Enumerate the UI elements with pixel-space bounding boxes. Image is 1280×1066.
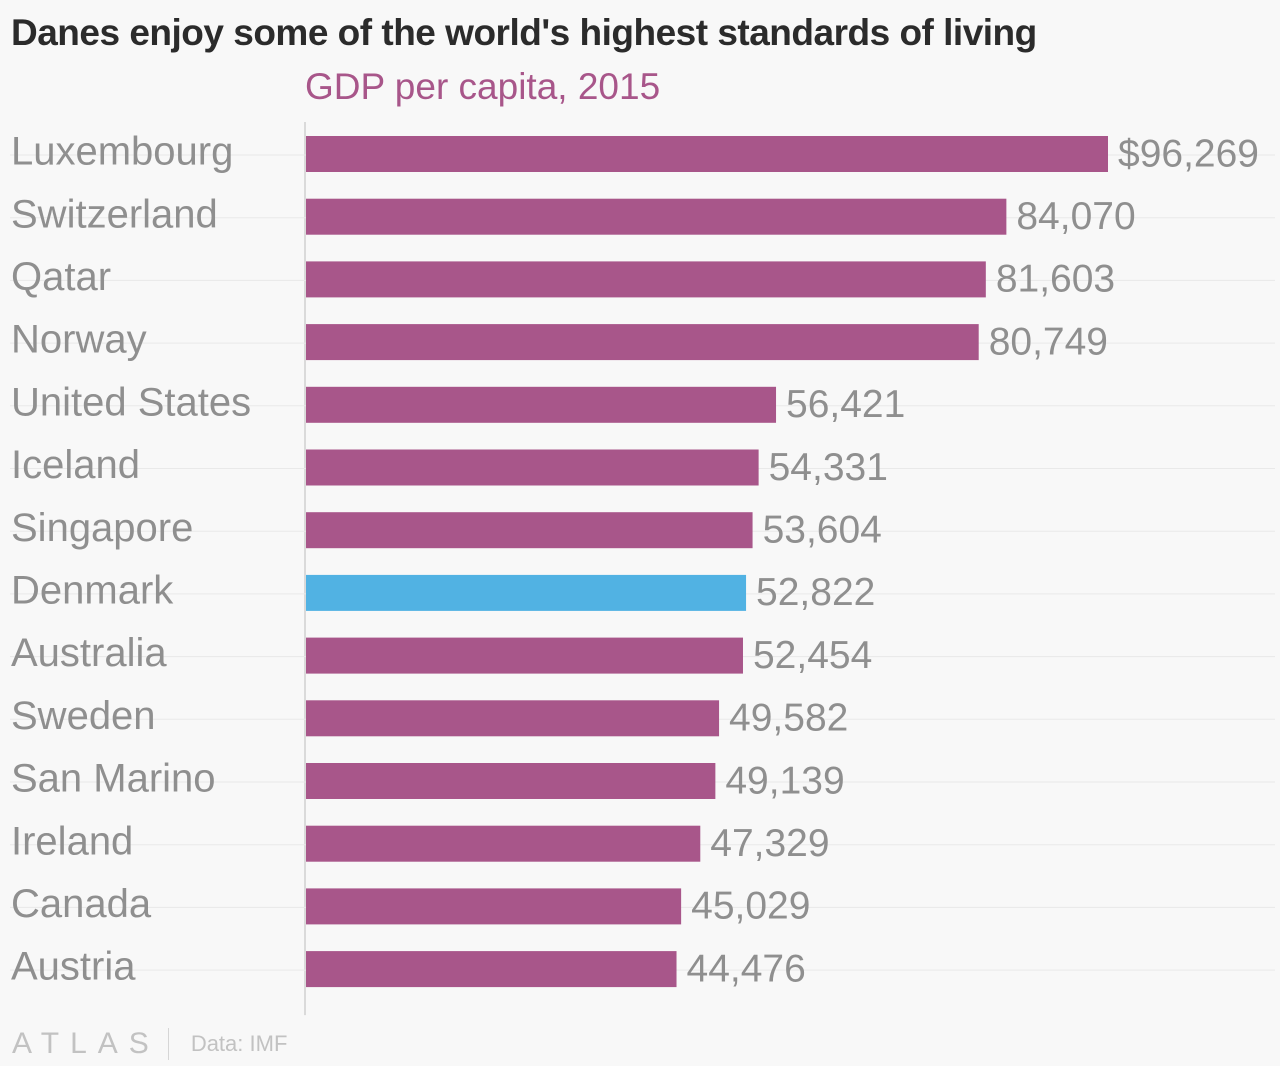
- category-label: Norway: [11, 318, 147, 362]
- bar-norway: [306, 324, 979, 361]
- bar-switzerland: [306, 198, 1007, 235]
- category-label: Switzerland: [11, 192, 218, 236]
- bar-austria: [306, 951, 677, 988]
- category-label: Singapore: [11, 506, 193, 550]
- value-label: 49,139: [725, 759, 844, 802]
- bar-australia: [306, 637, 743, 674]
- value-label: $96,269: [1118, 132, 1259, 175]
- value-label: 44,476: [687, 947, 806, 990]
- bar-san-marino: [306, 763, 716, 799]
- value-label: 52,822: [756, 571, 875, 614]
- bar-denmark: [306, 574, 747, 611]
- value-label: 80,749: [989, 320, 1108, 363]
- chart-subtitle: GDP per capita, 2015: [305, 66, 661, 107]
- category-label: Austria: [11, 945, 136, 989]
- source-note: Data: IMF: [190, 1031, 288, 1056]
- category-label: Canada: [11, 882, 152, 926]
- bar-singapore: [306, 512, 753, 549]
- footer: ATLAS Data: IMF: [12, 1026, 287, 1062]
- bar-united-states: [306, 386, 777, 423]
- value-label: 52,454: [753, 634, 872, 677]
- category-label: Ireland: [11, 819, 133, 863]
- category-label: San Marino: [11, 757, 216, 801]
- bar-luxembourg: [306, 136, 1108, 172]
- value-label: 84,070: [1016, 195, 1135, 238]
- category-label: Luxembourg: [11, 130, 233, 174]
- category-label: Iceland: [11, 443, 140, 487]
- value-label: 54,331: [769, 446, 888, 489]
- atlas-logo: ATLAS: [12, 1027, 160, 1060]
- footer-divider: [167, 1028, 169, 1060]
- bar-iceland: [306, 449, 759, 486]
- bar-sweden: [306, 700, 720, 737]
- value-label: 53,604: [763, 508, 882, 551]
- chart-title: Danes enjoy some of the world's highest …: [11, 12, 1037, 53]
- value-label: 56,421: [786, 383, 905, 426]
- category-label: Qatar: [11, 255, 111, 299]
- value-label: 81,603: [996, 258, 1115, 301]
- category-label: Sweden: [11, 694, 156, 738]
- category-label: Australia: [11, 631, 167, 675]
- value-label: 47,329: [710, 822, 829, 865]
- value-label: 45,029: [691, 885, 810, 928]
- category-label: United States: [11, 380, 251, 424]
- bar-canada: [306, 888, 682, 925]
- bar-ireland: [306, 825, 701, 862]
- category-label: Denmark: [11, 568, 174, 612]
- value-label: 49,582: [729, 697, 848, 740]
- bar-qatar: [306, 261, 986, 298]
